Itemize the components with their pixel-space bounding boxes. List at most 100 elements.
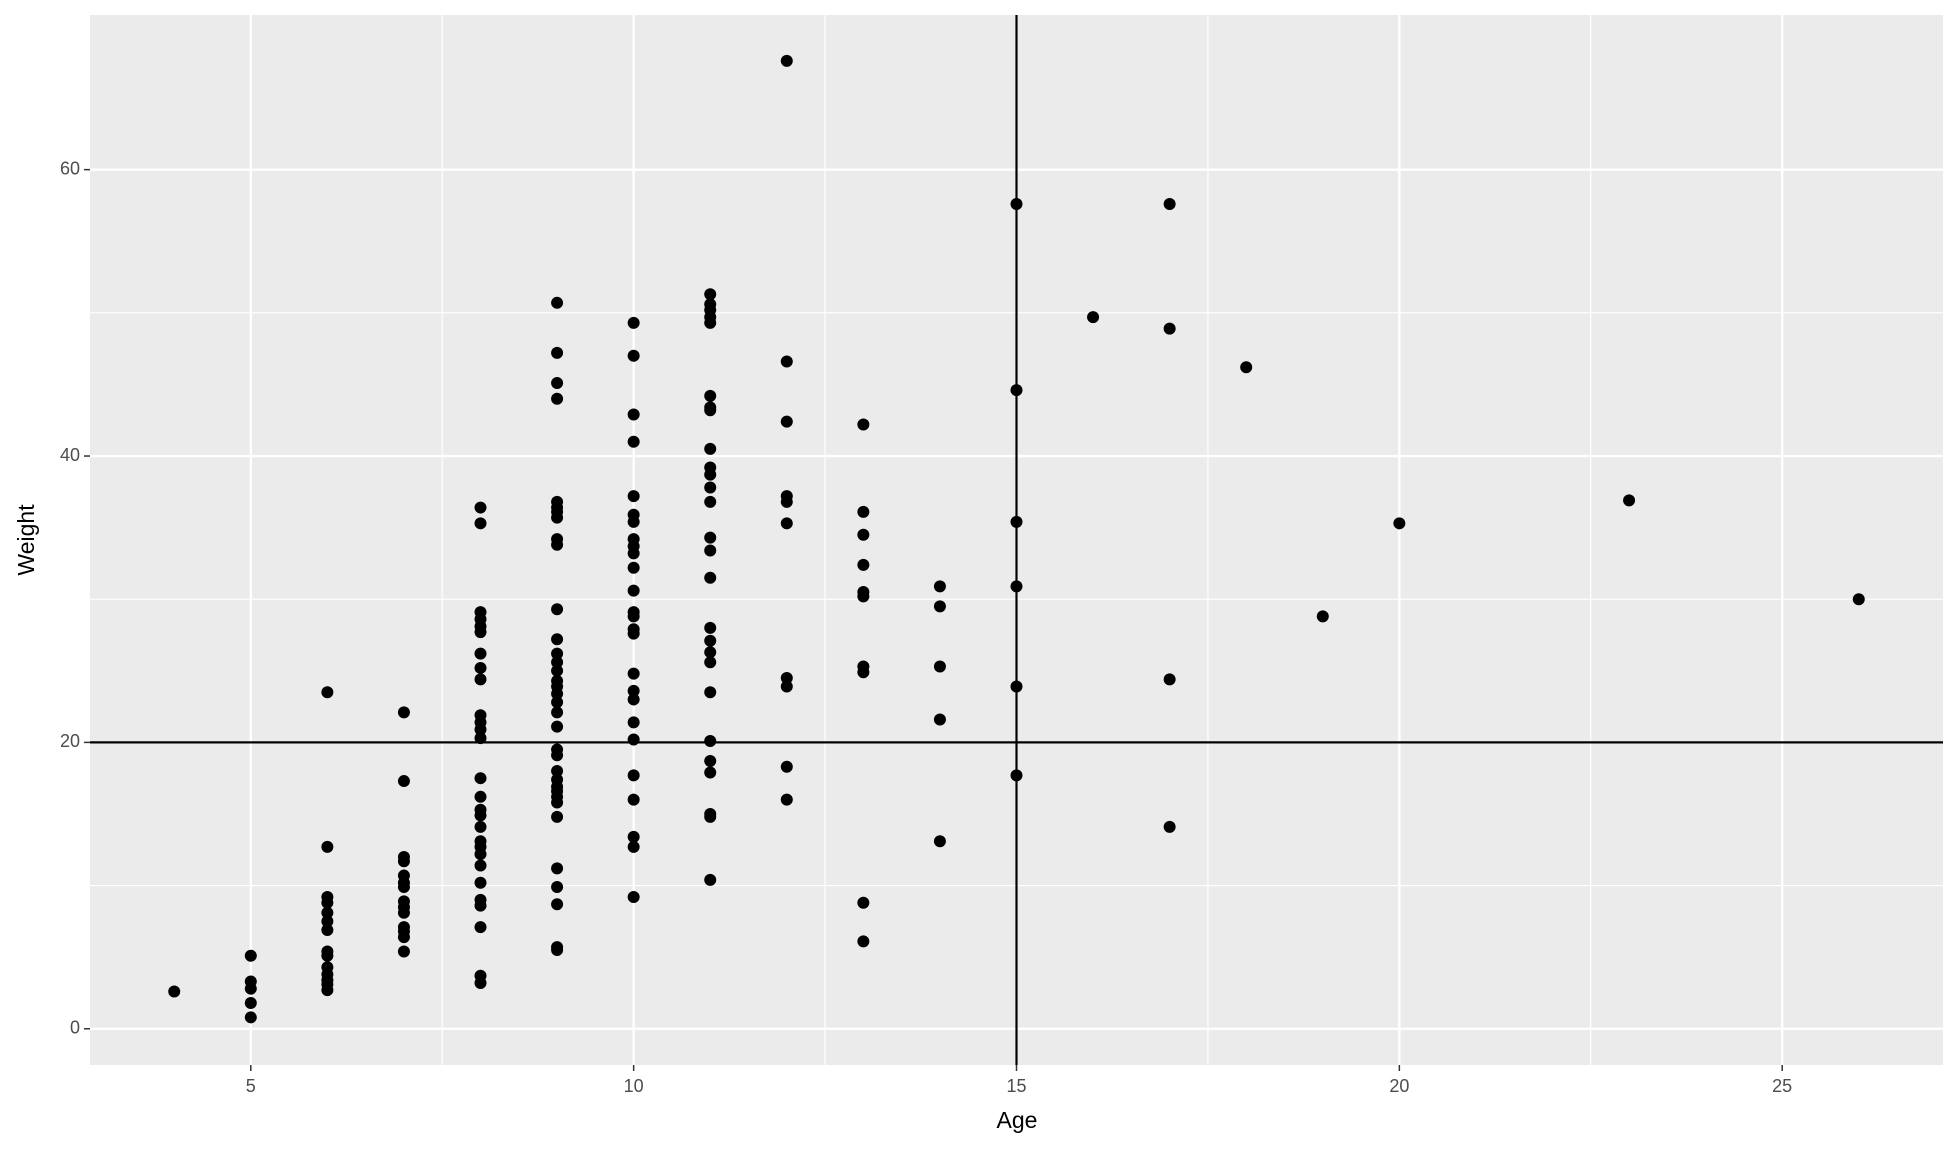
point — [780, 355, 793, 368]
point — [551, 346, 564, 359]
point — [1087, 311, 1100, 324]
point — [321, 906, 334, 919]
point — [474, 772, 487, 785]
point — [551, 706, 564, 719]
point — [551, 603, 564, 616]
point — [321, 923, 334, 936]
point — [704, 288, 717, 301]
point — [551, 810, 564, 823]
point — [704, 468, 717, 481]
point — [857, 935, 870, 948]
point — [704, 481, 717, 494]
x-tick-label: 15 — [1006, 1076, 1026, 1096]
point — [321, 686, 334, 699]
point — [474, 673, 487, 686]
point — [704, 634, 717, 647]
y-tick-label: 40 — [60, 445, 80, 465]
point — [780, 671, 793, 684]
x-axis-title: Age — [997, 1107, 1038, 1133]
point — [551, 392, 564, 405]
point — [551, 862, 564, 875]
point — [1393, 517, 1406, 530]
point — [168, 985, 181, 998]
point — [627, 349, 640, 362]
point — [704, 404, 717, 417]
x-tick-label: 5 — [246, 1076, 256, 1096]
point — [627, 716, 640, 729]
point — [244, 1011, 257, 1024]
point — [244, 996, 257, 1009]
point — [1163, 198, 1176, 211]
point — [551, 511, 564, 524]
y-tick-label: 0 — [70, 1018, 80, 1038]
point — [627, 733, 640, 746]
point — [397, 855, 410, 868]
point — [244, 982, 257, 995]
point — [551, 296, 564, 309]
point — [397, 931, 410, 944]
y-axis-title: Weight — [13, 504, 39, 576]
point — [780, 415, 793, 428]
point — [551, 538, 564, 551]
point — [627, 547, 640, 560]
point — [933, 580, 946, 593]
point — [627, 490, 640, 503]
point — [704, 571, 717, 584]
point — [857, 505, 870, 518]
point — [474, 848, 487, 861]
point — [321, 840, 334, 853]
point — [1240, 361, 1253, 374]
point — [627, 684, 640, 697]
point — [321, 949, 334, 962]
point — [474, 859, 487, 872]
point — [627, 830, 640, 843]
point — [474, 976, 487, 989]
point — [704, 873, 717, 886]
point — [551, 376, 564, 389]
point — [551, 796, 564, 809]
point — [704, 442, 717, 455]
point — [704, 531, 717, 544]
point — [551, 720, 564, 733]
point — [1163, 673, 1176, 686]
point — [933, 600, 946, 613]
point — [1852, 593, 1865, 606]
point — [780, 54, 793, 67]
point — [704, 495, 717, 508]
point — [627, 769, 640, 782]
point — [704, 544, 717, 557]
point — [474, 501, 487, 514]
point — [551, 687, 564, 700]
point — [627, 693, 640, 706]
x-tick-label: 10 — [624, 1076, 644, 1096]
point — [551, 647, 564, 660]
point — [780, 517, 793, 530]
point — [704, 686, 717, 699]
point — [627, 793, 640, 806]
point — [704, 755, 717, 768]
point — [780, 680, 793, 693]
point — [244, 949, 257, 962]
point — [627, 610, 640, 623]
x-tick-label: 20 — [1389, 1076, 1409, 1096]
point — [474, 899, 487, 912]
point — [551, 696, 564, 709]
point — [627, 891, 640, 904]
point — [627, 561, 640, 574]
point — [627, 667, 640, 680]
point — [474, 921, 487, 934]
y-tick-label: 20 — [60, 731, 80, 751]
point — [321, 984, 334, 997]
point — [704, 734, 717, 747]
point — [933, 835, 946, 848]
point — [474, 790, 487, 803]
point — [627, 435, 640, 448]
x-tick-label: 25 — [1772, 1076, 1792, 1096]
point — [933, 660, 946, 673]
point — [857, 590, 870, 603]
point — [780, 760, 793, 773]
point — [627, 408, 640, 421]
point — [704, 810, 717, 823]
point — [704, 656, 717, 669]
